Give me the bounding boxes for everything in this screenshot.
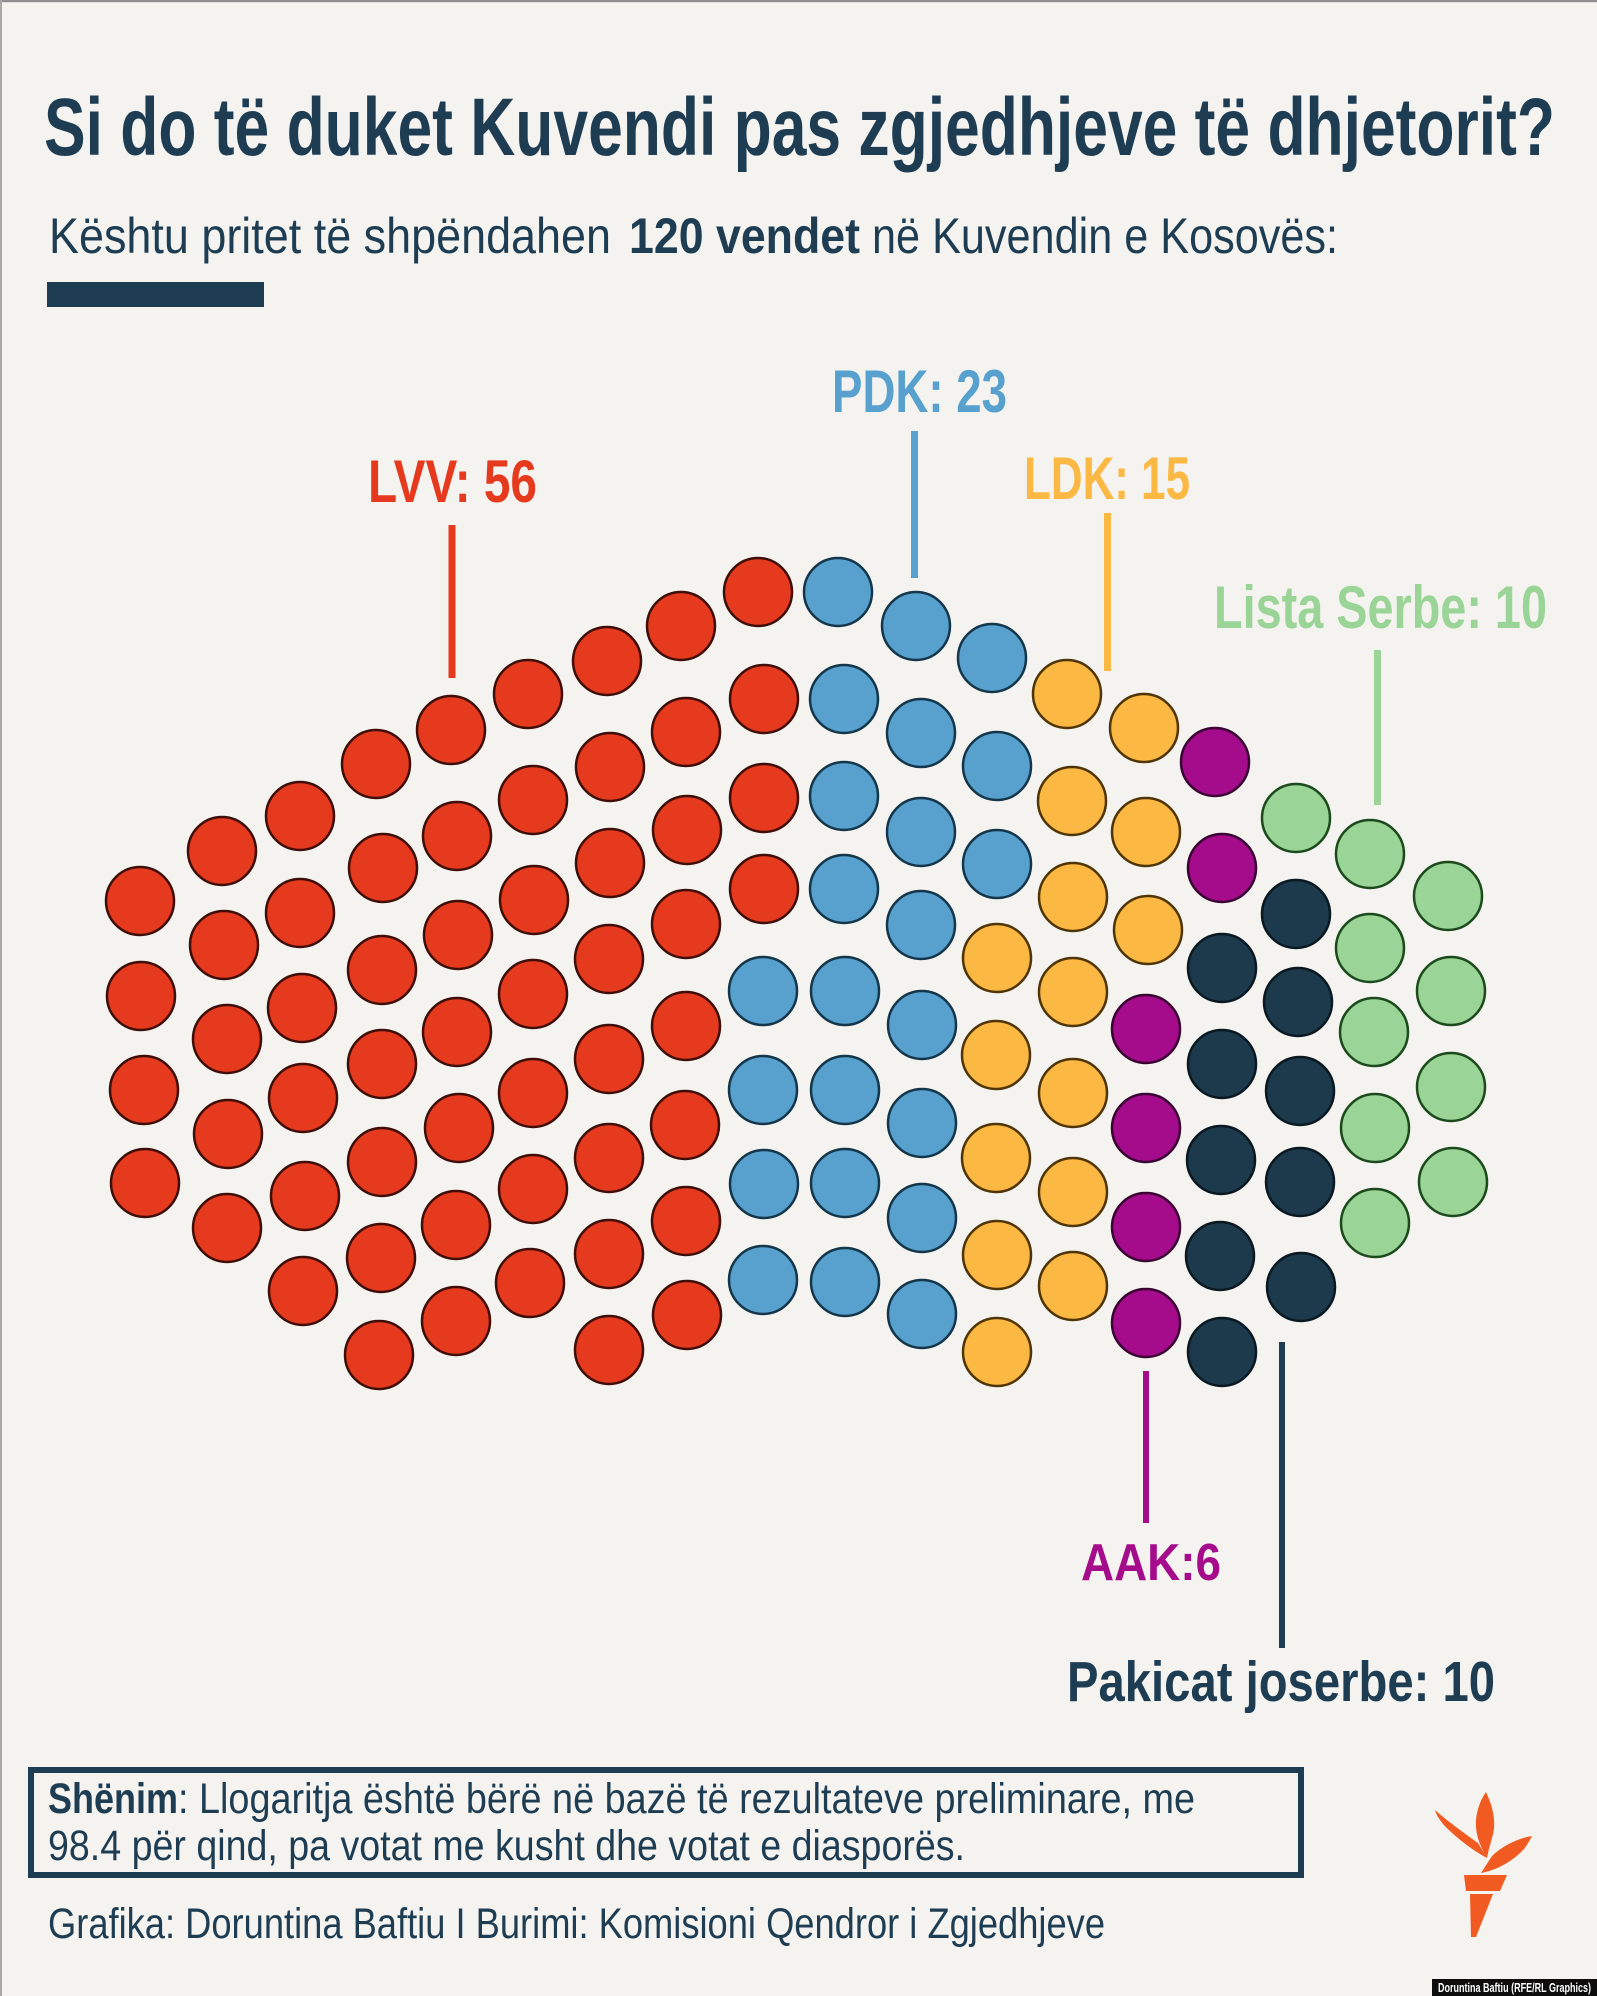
- svg-text:98.4 për qind, pa votat me kus: 98.4 për qind, pa votat me kusht dhe vot…: [48, 1822, 965, 1870]
- svg-text:Pakicat joserbe: 10: Pakicat joserbe: 10: [1067, 1650, 1495, 1714]
- svg-text:Si do të duket Kuvendi pas zgj: Si do të duket Kuvendi pas zgjedhjeve të…: [44, 82, 1555, 173]
- svg-text:Grafika: Doruntina Baftiu I Bu: Grafika: Doruntina Baftiu I Burimi: Komi…: [48, 1900, 1105, 1948]
- svg-text:në Kuvendin e Kosovës:: në Kuvendin e Kosovës:: [872, 208, 1338, 264]
- svg-text:Shënim: Shënim: [48, 1775, 178, 1823]
- svg-text:Doruntina Baftiu (RFE/RL Graph: Doruntina Baftiu (RFE/RL Graphics): [1438, 1980, 1591, 1995]
- svg-text:LVV: 56: LVV: 56: [368, 448, 537, 515]
- svg-text:Kështu pritet të shpëndahen: Kështu pritet të shpëndahen: [49, 208, 611, 264]
- svg-text:120 vendet: 120 vendet: [629, 208, 860, 264]
- svg-text:AAK:6: AAK:6: [1081, 1534, 1221, 1592]
- svg-text:PDK: 23: PDK: 23: [832, 358, 1007, 425]
- svg-text:Lista Serbe: 10: Lista Serbe: 10: [1214, 574, 1547, 641]
- svg-text:LDK: 15: LDK: 15: [1024, 445, 1190, 512]
- svg-text:: Llogaritja është bërë në baz: : Llogaritja është bërë në bazë të rezul…: [178, 1775, 1195, 1823]
